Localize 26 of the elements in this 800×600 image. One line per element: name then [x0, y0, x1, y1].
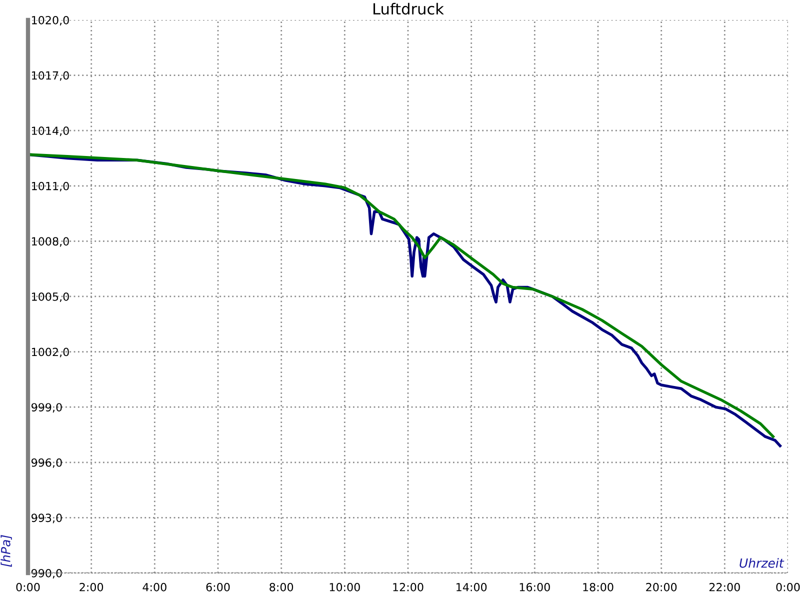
y-tick-label: 1005,0 [32, 292, 69, 302]
y-tick-label: 1020,0 [32, 16, 69, 26]
y-tick-label: 1014,0 [32, 126, 69, 136]
y-tick-label: 1008,0 [32, 237, 69, 247]
x-tick-label: 12:00 [393, 582, 424, 592]
x-tick-label: 4:00 [142, 582, 166, 592]
x-axis-title: Uhrzeit [740, 558, 784, 568]
x-tick-label: 14:00 [456, 582, 487, 592]
y-tick-label: 1002,0 [32, 348, 69, 358]
x-tick-label: 20:00 [646, 582, 677, 592]
x-tick-label: 22:00 [709, 582, 740, 592]
chart-title: Luftdruck [374, 2, 444, 15]
y-tick-label: 1017,0 [32, 71, 69, 81]
x-tick-label: 0:00 [16, 582, 40, 592]
x-tick-label: 0:00 [776, 582, 800, 592]
x-tick-label: 2:00 [80, 582, 104, 592]
x-tick-label: 18:00 [583, 582, 614, 592]
y-axis-title: [hPa] [0, 535, 12, 567]
y-tick-label: 996,0 [31, 458, 62, 468]
x-tick-label: 16:00 [520, 582, 550, 592]
y-tick-label: 999,0 [31, 403, 62, 413]
x-tick-label: 6:00 [206, 582, 230, 592]
y-tick-label: 1011,0 [32, 182, 69, 192]
x-tick-label: 8:00 [270, 582, 294, 592]
y-tick-label: 993,0 [31, 514, 62, 524]
x-tick-label: 10:00 [330, 582, 360, 592]
